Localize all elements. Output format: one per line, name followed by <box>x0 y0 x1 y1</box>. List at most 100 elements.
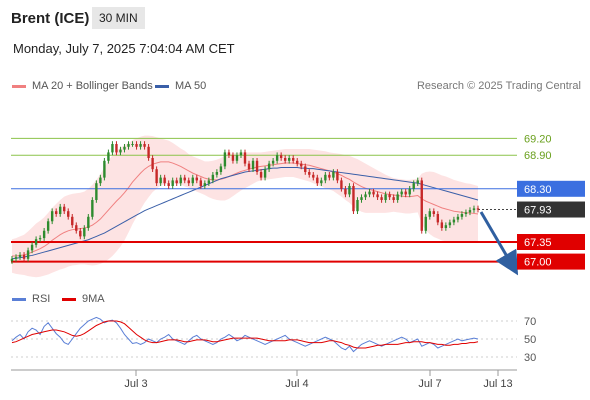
candle-body <box>444 225 448 228</box>
candle-body <box>127 144 130 147</box>
candle-body <box>199 180 203 186</box>
candle-body <box>308 172 311 175</box>
candle-body <box>259 172 263 178</box>
level-label: 68.30 <box>524 184 552 196</box>
candle-body <box>364 194 367 198</box>
chart-header: Brent (ICE) 30 MIN <box>0 0 590 38</box>
candle-body <box>14 257 18 259</box>
last-price-badge <box>517 201 585 218</box>
ma50-line <box>11 167 479 260</box>
candle-body <box>42 230 46 239</box>
candle-body <box>304 166 307 172</box>
candle-body <box>356 200 359 212</box>
candle-body <box>316 177 319 184</box>
candle-body <box>183 177 186 181</box>
level-label: 67.00 <box>524 257 552 269</box>
support-badge <box>517 234 585 250</box>
level-label: 67.35 <box>524 237 552 249</box>
candle-body <box>283 158 287 161</box>
candle-body <box>464 212 468 214</box>
ma20-swatch <box>12 84 26 88</box>
level-label: 68.90 <box>524 150 552 162</box>
candle-body <box>115 144 118 153</box>
candle-body <box>191 177 194 184</box>
candle-body <box>59 206 62 214</box>
candle-body <box>235 155 239 161</box>
candle-body <box>388 194 391 198</box>
legend-ma20: MA 20 + Bollinger Bands <box>12 80 153 92</box>
candle-body <box>352 186 355 212</box>
candle-body <box>271 160 275 164</box>
candle-body <box>312 174 315 178</box>
candle-body <box>376 194 379 198</box>
candle-body <box>472 208 476 211</box>
candle-body <box>287 158 291 161</box>
candle-body <box>46 221 50 231</box>
candle-body <box>71 216 74 226</box>
candle-body <box>360 197 363 200</box>
candle-body <box>34 239 38 245</box>
candle-body <box>155 169 158 184</box>
candle-body <box>336 172 339 181</box>
candle-body <box>428 211 431 217</box>
candle-body <box>332 172 335 178</box>
candle-body <box>448 222 452 226</box>
candle-body <box>54 211 58 214</box>
candle-body <box>344 188 347 195</box>
candle-body <box>404 191 407 195</box>
pivot-badge <box>517 180 585 197</box>
rsi-swatch <box>12 297 26 301</box>
candle-body <box>187 180 190 184</box>
candle-body <box>320 180 323 184</box>
ma20-line <box>12 161 479 257</box>
ma50-label: MA 50 <box>175 80 207 92</box>
ma50-swatch <box>155 84 169 88</box>
candle-body <box>372 191 375 195</box>
candle-body <box>440 222 444 228</box>
rsi-ma-swatch <box>62 297 76 301</box>
candle-body <box>416 180 419 184</box>
candle-body <box>247 163 251 170</box>
candle-body <box>275 155 279 161</box>
candle-body <box>452 219 456 223</box>
candle-body <box>26 250 30 259</box>
legend-rsi: RSI <box>12 293 50 305</box>
candle-body <box>396 194 399 200</box>
candle-body <box>75 225 78 231</box>
candle-body <box>107 152 110 161</box>
forecast-arrow <box>479 211 519 276</box>
level-label: 69.20 <box>524 133 552 145</box>
candle-body <box>400 191 403 195</box>
timeframe-badge[interactable]: 30 MIN <box>92 7 145 29</box>
timestamp: Monday, July 7, 2025 7:04:04 AM CET <box>13 41 235 56</box>
candle-body <box>219 166 223 172</box>
candle-body <box>50 211 54 222</box>
candle-body <box>159 177 162 184</box>
ma20-label: MA 20 + Bollinger Bands <box>32 80 153 92</box>
candle-body <box>436 214 440 223</box>
candle-body <box>324 174 327 181</box>
candle-body <box>251 160 255 170</box>
candle-body <box>227 152 231 156</box>
bollinger-band <box>12 135 478 278</box>
candle-body <box>211 174 215 181</box>
level-label: 67.93 <box>524 205 552 217</box>
candle-body <box>30 244 34 251</box>
candle-body <box>95 183 98 200</box>
candle-body <box>239 152 243 156</box>
rsi-ma-label: 9MA <box>82 293 105 305</box>
candle-body <box>255 160 259 172</box>
candle-body <box>123 146 126 150</box>
candle-body <box>175 180 178 184</box>
rsi-ma-line <box>11 320 479 349</box>
candle-body <box>135 144 138 147</box>
candle-body <box>143 144 146 147</box>
candle-body <box>79 230 82 237</box>
candle-body <box>18 254 22 258</box>
candle-body <box>392 197 395 200</box>
support-badge <box>517 253 585 270</box>
candle-body <box>147 146 150 158</box>
candle-body <box>99 177 102 184</box>
candle-body <box>91 200 94 217</box>
